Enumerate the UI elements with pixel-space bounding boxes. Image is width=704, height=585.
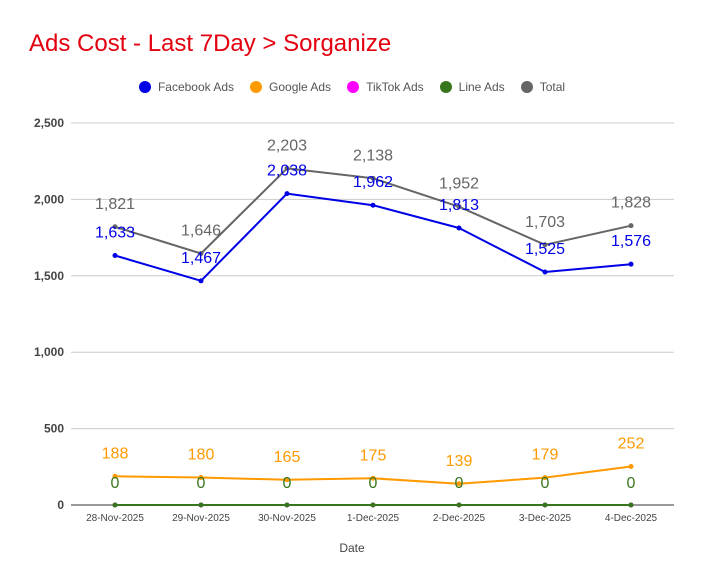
data-point-facebook-ads[interactable] bbox=[198, 278, 204, 284]
data-label-total: 2,138 bbox=[353, 147, 393, 164]
y-tick-label: 0 bbox=[57, 498, 64, 512]
data-label-total: 1,703 bbox=[525, 214, 565, 231]
legend: Facebook Ads Google Ads TikTok Ads Line … bbox=[0, 80, 704, 94]
x-axis-title: Date bbox=[339, 541, 365, 555]
data-label-total: 1,828 bbox=[611, 195, 651, 212]
data-point-line-ads[interactable] bbox=[198, 502, 204, 508]
data-point-line-ads[interactable] bbox=[112, 502, 118, 508]
data-point-facebook-ads[interactable] bbox=[542, 269, 548, 275]
data-point-facebook-ads[interactable] bbox=[370, 202, 376, 208]
legend-item-google-ads[interactable]: Google Ads bbox=[250, 80, 331, 94]
data-point-google-ads[interactable] bbox=[628, 463, 634, 469]
x-tick-label: 30-Nov-2025 bbox=[258, 513, 316, 524]
data-point-facebook-ads[interactable] bbox=[284, 191, 290, 197]
legend-item-tiktok-ads[interactable]: TikTok Ads bbox=[347, 80, 424, 94]
data-label-line-ads: 0 bbox=[283, 475, 292, 492]
data-point-google-ads[interactable] bbox=[198, 474, 204, 480]
y-tick-label: 2,000 bbox=[34, 192, 64, 206]
data-label-line-ads: 0 bbox=[197, 475, 206, 492]
data-label-google-ads: 139 bbox=[446, 453, 473, 470]
data-point-total[interactable] bbox=[198, 250, 204, 256]
x-tick-label: 28-Nov-2025 bbox=[86, 513, 144, 524]
data-point-facebook-ads[interactable] bbox=[456, 225, 462, 231]
data-label-line-ads: 0 bbox=[369, 475, 378, 492]
legend-item-facebook-ads[interactable]: Facebook Ads bbox=[138, 80, 235, 94]
data-label-google-ads: 165 bbox=[274, 449, 301, 466]
x-tick-label: 29-Nov-2025 bbox=[172, 513, 230, 524]
legend-swatch-tiktok-ads bbox=[347, 81, 360, 93]
data-label-line-ads: 0 bbox=[627, 475, 636, 492]
data-point-line-ads[interactable] bbox=[542, 502, 548, 508]
legend-swatch-google-ads bbox=[250, 81, 263, 93]
data-point-google-ads[interactable] bbox=[112, 473, 118, 479]
data-label-facebook-ads: 1,633 bbox=[95, 224, 135, 241]
data-point-total[interactable] bbox=[370, 175, 376, 181]
data-label-facebook-ads: 1,962 bbox=[353, 174, 393, 191]
data-label-facebook-ads: 2,038 bbox=[267, 163, 307, 180]
y-tick-label: 2,500 bbox=[34, 116, 64, 130]
x-tick-label: 3-Dec-2025 bbox=[519, 513, 572, 524]
data-point-total[interactable] bbox=[628, 223, 634, 229]
y-tick-label: 500 bbox=[44, 422, 64, 436]
y-tick-label: 1,000 bbox=[34, 345, 64, 359]
data-label-total: 1,952 bbox=[439, 176, 479, 193]
data-point-total[interactable] bbox=[112, 224, 118, 230]
data-point-total[interactable] bbox=[284, 165, 290, 171]
data-point-google-ads[interactable] bbox=[284, 477, 290, 483]
data-label-facebook-ads: 1,813 bbox=[439, 197, 479, 214]
data-point-line-ads[interactable] bbox=[456, 502, 462, 508]
legend-label-facebook-ads: Facebook Ads bbox=[157, 80, 235, 94]
legend-label-tiktok-ads: TikTok Ads bbox=[366, 80, 424, 94]
legend-label-total: Total bbox=[539, 80, 566, 94]
data-label-facebook-ads: 1,525 bbox=[525, 241, 565, 258]
data-label-facebook-ads: 1,467 bbox=[181, 250, 221, 267]
y-tick-label: 1,500 bbox=[34, 269, 64, 283]
data-label-google-ads: 175 bbox=[360, 447, 387, 464]
legend-label-line-ads: Line Ads bbox=[458, 80, 505, 94]
data-label-total: 2,203 bbox=[267, 137, 307, 154]
data-label-line-ads: 0 bbox=[455, 475, 464, 492]
data-label-google-ads: 179 bbox=[532, 447, 559, 464]
data-point-google-ads[interactable] bbox=[542, 475, 548, 481]
legend-swatch-line-ads bbox=[439, 81, 452, 93]
data-point-line-ads[interactable] bbox=[628, 502, 634, 508]
data-label-google-ads: 180 bbox=[188, 446, 215, 463]
chart-title: Ads Cost - Last 7Day > Sorganize bbox=[29, 30, 392, 57]
data-label-google-ads: 252 bbox=[618, 435, 645, 452]
data-label-line-ads: 0 bbox=[541, 475, 550, 492]
data-point-line-ads[interactable] bbox=[284, 502, 290, 508]
data-label-facebook-ads: 1,576 bbox=[611, 233, 651, 250]
x-tick-label: 2-Dec-2025 bbox=[433, 513, 486, 524]
data-point-total[interactable] bbox=[542, 242, 548, 248]
x-tick-label: 4-Dec-2025 bbox=[605, 513, 658, 524]
data-label-total: 1,821 bbox=[95, 196, 135, 213]
data-point-facebook-ads[interactable] bbox=[112, 252, 118, 258]
data-label-google-ads: 188 bbox=[102, 445, 129, 462]
data-point-facebook-ads[interactable] bbox=[628, 261, 634, 267]
data-point-total[interactable] bbox=[456, 204, 462, 210]
data-point-line-ads[interactable] bbox=[370, 502, 376, 508]
legend-item-line-ads[interactable]: Line Ads bbox=[439, 80, 505, 94]
data-label-line-ads: 0 bbox=[111, 475, 120, 492]
data-point-google-ads[interactable] bbox=[370, 475, 376, 481]
legend-item-total[interactable]: Total bbox=[520, 80, 566, 94]
legend-label-google-ads: Google Ads bbox=[269, 80, 332, 94]
data-label-total: 1,646 bbox=[181, 222, 221, 239]
legend-swatch-facebook-ads bbox=[138, 81, 151, 93]
data-point-google-ads[interactable] bbox=[456, 481, 462, 487]
legend-swatch-total bbox=[520, 81, 533, 93]
x-tick-label: 1-Dec-2025 bbox=[347, 513, 400, 524]
